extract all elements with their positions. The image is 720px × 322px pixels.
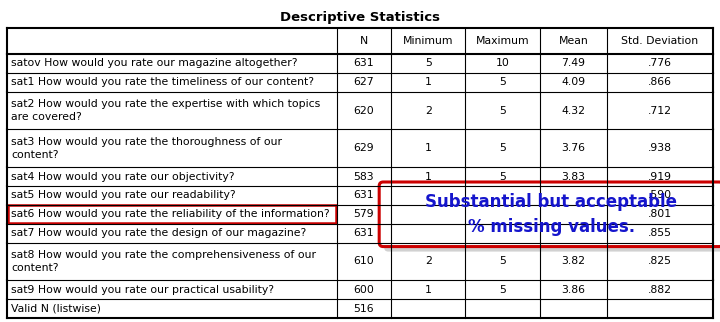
Text: .855: .855 <box>648 228 672 238</box>
Text: 627: 627 <box>354 77 374 87</box>
FancyBboxPatch shape <box>379 182 720 247</box>
Text: Std. Deviation: Std. Deviation <box>621 36 698 46</box>
Text: Maximum: Maximum <box>476 36 529 46</box>
FancyBboxPatch shape <box>384 187 720 251</box>
Text: 631: 631 <box>354 190 374 200</box>
Text: Descriptive Statistics: Descriptive Statistics <box>280 11 440 24</box>
Text: 5: 5 <box>499 143 506 153</box>
Text: 5: 5 <box>499 172 506 182</box>
Text: 631: 631 <box>354 228 374 238</box>
Text: .882: .882 <box>648 285 672 295</box>
Text: 610: 610 <box>354 256 374 266</box>
Text: 600: 600 <box>354 285 374 295</box>
Text: Minimum: Minimum <box>403 36 454 46</box>
Text: 5: 5 <box>499 256 506 266</box>
Text: 1: 1 <box>425 172 432 182</box>
Text: .590: .590 <box>648 190 672 200</box>
Text: Valid N (listwise): Valid N (listwise) <box>11 304 101 314</box>
Text: 10: 10 <box>495 58 510 69</box>
Text: 5: 5 <box>499 106 506 116</box>
Text: sat6 How would you rate the reliability of the information?: sat6 How would you rate the reliability … <box>11 209 330 219</box>
Text: sat4 How would you rate our objectivity?: sat4 How would you rate our objectivity? <box>11 172 235 182</box>
Text: 631: 631 <box>354 58 374 69</box>
Text: 5: 5 <box>499 77 506 87</box>
Text: sat2 How would you rate the expertise with which topics
are covered?: sat2 How would you rate the expertise wi… <box>11 99 320 122</box>
Text: .712: .712 <box>648 106 672 116</box>
Bar <box>8 205 336 223</box>
Text: 4.09: 4.09 <box>562 77 585 87</box>
Text: 629: 629 <box>354 143 374 153</box>
Text: 583: 583 <box>354 172 374 182</box>
Text: 5: 5 <box>425 58 432 69</box>
Text: sat9 How would you rate our practical usability?: sat9 How would you rate our practical us… <box>11 285 274 295</box>
Text: 1: 1 <box>425 285 432 295</box>
Text: sat7 How would you rate the design of our magazine?: sat7 How would you rate the design of ou… <box>11 228 306 238</box>
Text: sat1 How would you rate the timeliness of our content?: sat1 How would you rate the timeliness o… <box>11 77 314 87</box>
Text: 4.32: 4.32 <box>562 106 585 116</box>
Text: .801: .801 <box>648 209 672 219</box>
Text: .776: .776 <box>648 58 672 69</box>
Text: Substantial but acceptable
% missing values.: Substantial but acceptable % missing val… <box>425 193 677 236</box>
Text: 3.76: 3.76 <box>562 143 585 153</box>
Text: 2: 2 <box>425 256 432 266</box>
Text: .866: .866 <box>648 77 672 87</box>
Text: 3.82: 3.82 <box>562 256 585 266</box>
Text: Mean: Mean <box>559 36 588 46</box>
Text: 1: 1 <box>425 77 432 87</box>
Text: 620: 620 <box>354 106 374 116</box>
Text: 1: 1 <box>425 143 432 153</box>
Text: 579: 579 <box>354 209 374 219</box>
Text: N: N <box>360 36 368 46</box>
Text: sat3 How would you rate the thoroughness of our
content?: sat3 How would you rate the thoroughness… <box>11 137 282 160</box>
Text: .919: .919 <box>648 172 672 182</box>
Text: sat8 How would you rate the comprehensiveness of our
content?: sat8 How would you rate the comprehensiv… <box>11 250 316 273</box>
Text: 5: 5 <box>499 285 506 295</box>
Text: 516: 516 <box>354 304 374 314</box>
Text: 3.86: 3.86 <box>562 285 585 295</box>
Text: sat5 How would you rate our readability?: sat5 How would you rate our readability? <box>11 190 235 200</box>
Text: satov How would you rate our magazine altogether?: satov How would you rate our magazine al… <box>11 58 297 69</box>
Text: .938: .938 <box>648 143 672 153</box>
Text: 3.83: 3.83 <box>562 172 585 182</box>
Text: 7.49: 7.49 <box>562 58 585 69</box>
Text: .825: .825 <box>648 256 672 266</box>
Text: 2: 2 <box>425 106 432 116</box>
